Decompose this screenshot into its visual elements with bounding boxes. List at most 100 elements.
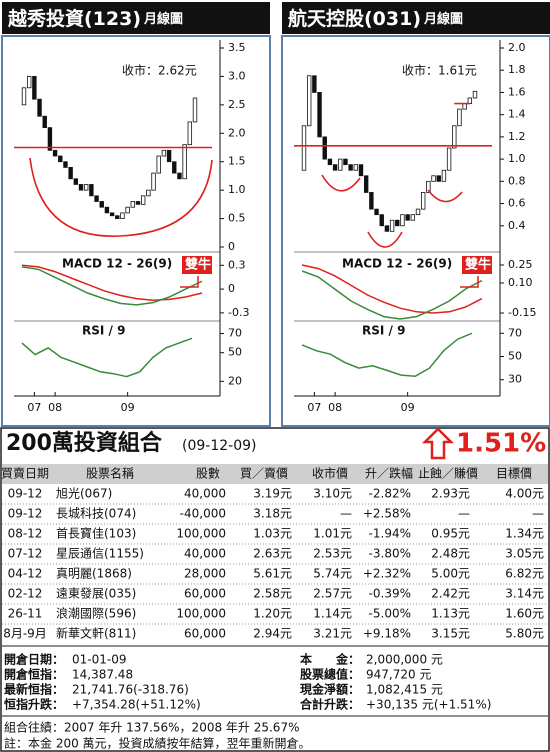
y-tick-label: 70 [508,326,522,339]
candle [104,206,110,214]
candle [58,155,63,163]
chart-title-text: 航天控股(031) [288,7,421,30]
cell: 60,000 [184,587,226,601]
chart-subtitle: 月線圖 [143,11,183,27]
macd-label: MACD 12 - 26(9) [62,257,172,271]
candle [151,172,156,191]
rsi-label: RSI / 9 [82,324,125,338]
candle [89,184,94,197]
cell: 0.95元 [431,527,470,541]
candle [389,219,395,232]
candle [405,214,410,221]
candle [42,115,47,128]
badge-bg [462,256,492,274]
candle [379,214,384,227]
cell: — [340,507,352,521]
candle [78,184,84,191]
cell: 1.60元 [505,607,544,621]
title-bar [2,2,270,34]
cell: 04-12 [8,567,43,581]
badge-arrow [460,276,479,288]
portfolio-change: 1.51% [456,429,546,459]
cell: 2.48元 [431,547,470,561]
cell: +2.58% [363,507,411,521]
portfolio-title: 200萬投資組合 [6,430,163,456]
chart-title: 航天控股(031) 月線圖 [288,7,463,30]
cell: -2.82% [369,487,411,501]
candle [135,201,141,205]
summary-text: 開倉恒指： [4,667,64,682]
y-tick-label: 2.0 [228,126,246,139]
y-tick-label: 0.10 [508,276,533,289]
badge-arrow [180,276,199,288]
cell: 首長寶佳(103) [56,526,136,541]
y-tick-label: 0.4 [508,219,526,232]
candle [187,121,193,146]
candle [472,90,478,99]
y-tick-label: -0.3 [228,306,249,319]
cell: -3.80% [369,547,411,561]
y-tick-label: 0 [228,282,235,295]
y-tick-label: 50 [228,346,242,359]
close-label: 收市：1.61元 [402,63,477,78]
column-header: 買賣日期 [1,466,49,481]
rsi-label: RSI / 9 [362,324,405,338]
candle [395,219,400,227]
cell: 02-12 [8,587,43,601]
candle [306,75,312,127]
rsi-line [21,337,193,378]
cell: 3.14元 [505,587,544,601]
cell: 1.13元 [431,607,470,621]
candle [410,214,416,221]
candle [363,175,369,193]
candle [37,98,42,117]
highlight-arc [367,231,403,248]
cell: 2.53元 [313,547,352,561]
cell: 3.19元 [253,487,292,501]
cell: 28,000 [184,567,226,581]
cell: 100,000 [176,607,226,621]
summary-text: 21,741.76(-318.76) [72,683,189,697]
cell: 5.74元 [313,567,352,581]
column-header: 股數 [196,467,220,481]
cell: 3.15元 [431,627,470,641]
candle [369,192,374,210]
candle [446,147,452,171]
x-tick-label: 09 [401,401,415,414]
cell: 5.61元 [253,567,292,581]
highlight-arc [321,174,361,192]
candle [73,178,79,185]
cell: 07-12 [8,547,43,561]
cell: 5.00元 [431,567,470,581]
chart-title-text: 越秀投資(123) [7,7,141,30]
cell: 08-12 [8,527,43,541]
summary-text: 14,387.48 [72,668,133,682]
y-tick-label: 2.5 [228,98,246,111]
x-tick-label: 08 [48,401,62,414]
candle [384,225,390,232]
column-header: 止蝕／賺價 [418,466,478,481]
cell: 遠東發展(035) [56,586,136,601]
cell: +2.32% [363,567,411,581]
cell: 100,000 [176,527,226,541]
column-header: 股票名稱 [86,466,134,481]
macd-label: MACD 12 - 26(9) [342,257,452,271]
summary-text: 恒指升跌： [4,697,64,712]
cell: 26-11 [8,607,43,621]
x-tick-label: 07 [307,401,321,414]
summary-text: 開倉日期： [4,652,64,667]
y-tick-label: 0.25 [508,258,533,271]
cell: -0.39% [369,587,411,601]
cell: 2.58元 [253,587,292,601]
y-tick-label: -0.15 [508,306,536,319]
column-header: 升／跌幅 [365,466,413,481]
cell: 60,000 [184,627,226,641]
record: 組合往績：2007 年升 137.56%，2008 年升 25.67% [4,720,299,735]
candle [343,158,348,166]
y-tick-label: 1.8 [508,63,526,76]
candle [21,87,27,106]
summary-text: 現金淨額： [300,682,360,697]
cell: 09-12 [8,507,43,521]
cell: -1.94% [369,527,411,541]
